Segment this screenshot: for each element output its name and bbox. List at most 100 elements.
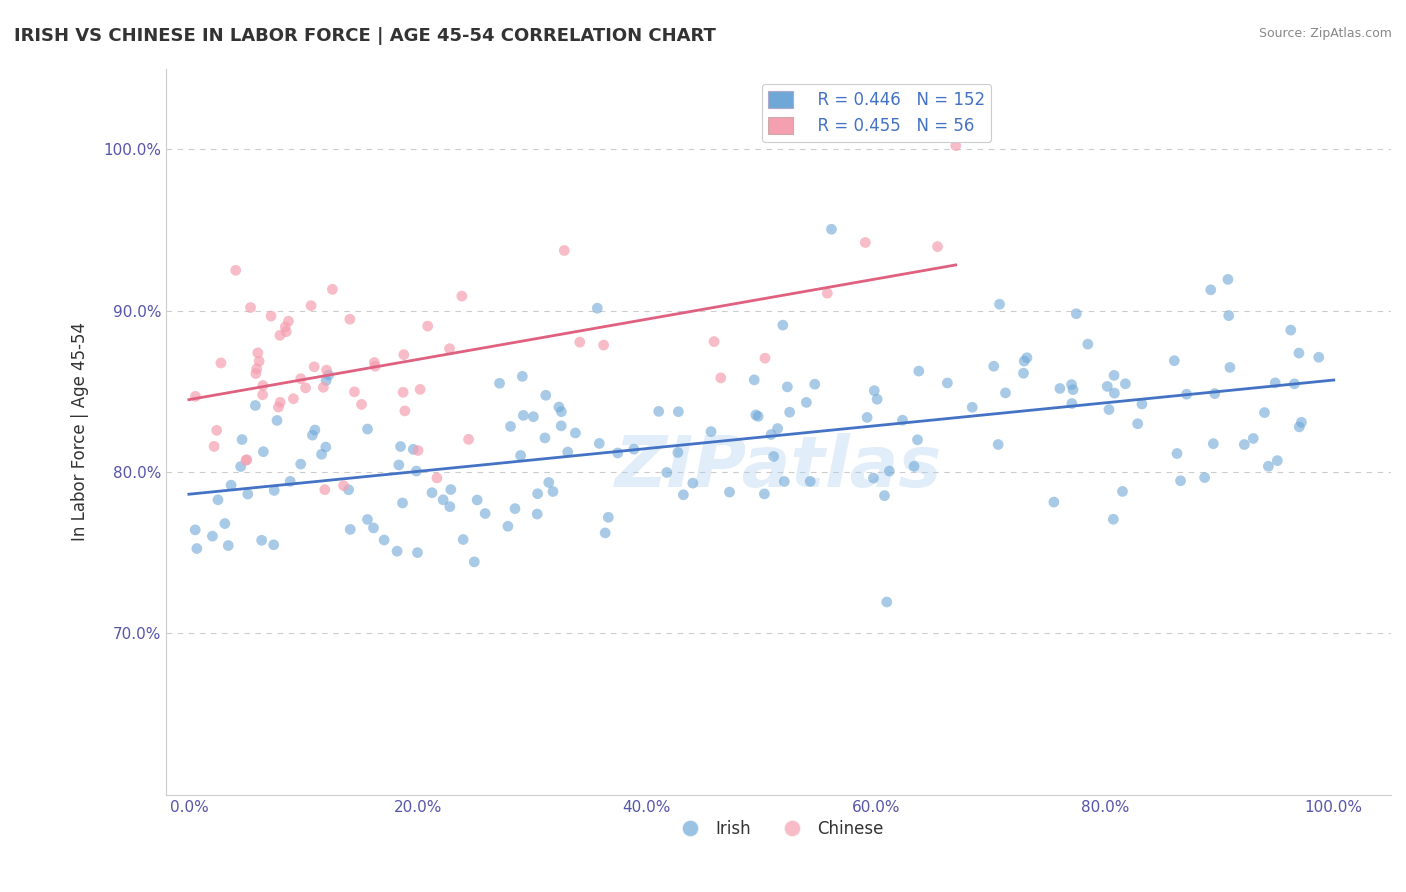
Point — [820, 222, 842, 236]
Point — [776, 380, 799, 394]
Point — [451, 533, 474, 547]
Point — [339, 312, 361, 326]
Point — [1166, 446, 1188, 460]
Point — [598, 510, 620, 524]
Point — [866, 392, 889, 407]
Point — [186, 541, 208, 556]
Point — [474, 507, 496, 521]
Point — [1284, 376, 1306, 391]
Point — [246, 346, 269, 360]
Point — [876, 595, 898, 609]
Point — [266, 413, 288, 427]
Point — [219, 478, 242, 492]
Point — [405, 464, 427, 478]
Point — [373, 533, 395, 547]
Text: Source: ZipAtlas.com: Source: ZipAtlas.com — [1258, 27, 1392, 40]
Point — [465, 493, 488, 508]
Point — [682, 476, 704, 491]
Point — [1288, 346, 1310, 360]
Point — [1279, 323, 1302, 337]
Point — [235, 453, 257, 467]
Point — [863, 384, 886, 398]
Point — [1060, 396, 1083, 410]
Point — [201, 529, 224, 543]
Point — [534, 388, 557, 402]
Point — [1098, 402, 1121, 417]
Point — [1163, 353, 1185, 368]
Point — [710, 371, 733, 385]
Point — [553, 244, 575, 258]
Point — [236, 452, 259, 467]
Point — [1194, 470, 1216, 484]
Point — [440, 483, 463, 497]
Point — [406, 545, 429, 559]
Point — [406, 443, 429, 458]
Point — [648, 404, 671, 418]
Point — [537, 475, 560, 490]
Y-axis label: In Labor Force | Age 45-54: In Labor Force | Age 45-54 — [72, 322, 89, 541]
Point — [586, 301, 609, 315]
Point — [1241, 432, 1264, 446]
Point — [1308, 350, 1330, 364]
Point — [274, 320, 297, 334]
Point — [1015, 351, 1038, 365]
Point — [245, 399, 267, 413]
Point — [302, 359, 325, 374]
Point — [1216, 272, 1239, 286]
Point — [1199, 283, 1222, 297]
Point — [409, 383, 432, 397]
Point — [439, 500, 461, 514]
Point — [1102, 512, 1125, 526]
Point — [439, 342, 461, 356]
Point — [450, 289, 472, 303]
Point — [402, 442, 425, 457]
Point — [225, 263, 247, 277]
Point — [463, 555, 485, 569]
Point — [903, 459, 925, 474]
Point — [873, 489, 896, 503]
Point — [1077, 337, 1099, 351]
Point — [231, 433, 253, 447]
Point — [315, 363, 337, 377]
Point — [703, 334, 725, 349]
Point — [499, 419, 522, 434]
Point — [983, 359, 1005, 374]
Point — [762, 450, 785, 464]
Point — [260, 309, 283, 323]
Point — [312, 380, 335, 394]
Point — [202, 439, 225, 453]
Point — [236, 487, 259, 501]
Point — [394, 404, 416, 418]
Point — [879, 464, 901, 478]
Point — [804, 377, 827, 392]
Point — [987, 437, 1010, 451]
Point — [250, 533, 273, 548]
Point — [496, 519, 519, 533]
Point — [815, 286, 838, 301]
Point — [592, 338, 614, 352]
Point — [1253, 406, 1275, 420]
Point — [246, 361, 269, 376]
Point — [766, 421, 789, 435]
Point — [385, 544, 408, 558]
Point — [207, 492, 229, 507]
Point — [283, 392, 305, 406]
Point — [269, 328, 291, 343]
Legend: Irish, Chinese: Irish, Chinese — [666, 814, 890, 845]
Point — [606, 446, 628, 460]
Point — [522, 409, 544, 424]
Point — [488, 376, 510, 391]
Point — [1111, 484, 1133, 499]
Point — [252, 388, 274, 402]
Point — [1202, 436, 1225, 450]
Point — [541, 484, 564, 499]
Point — [623, 442, 645, 457]
Point — [392, 348, 415, 362]
Point — [337, 483, 360, 497]
Point — [277, 314, 299, 328]
Point — [252, 378, 274, 392]
Point — [363, 521, 385, 535]
Point — [267, 400, 290, 414]
Point — [290, 457, 312, 471]
Point — [718, 485, 741, 500]
